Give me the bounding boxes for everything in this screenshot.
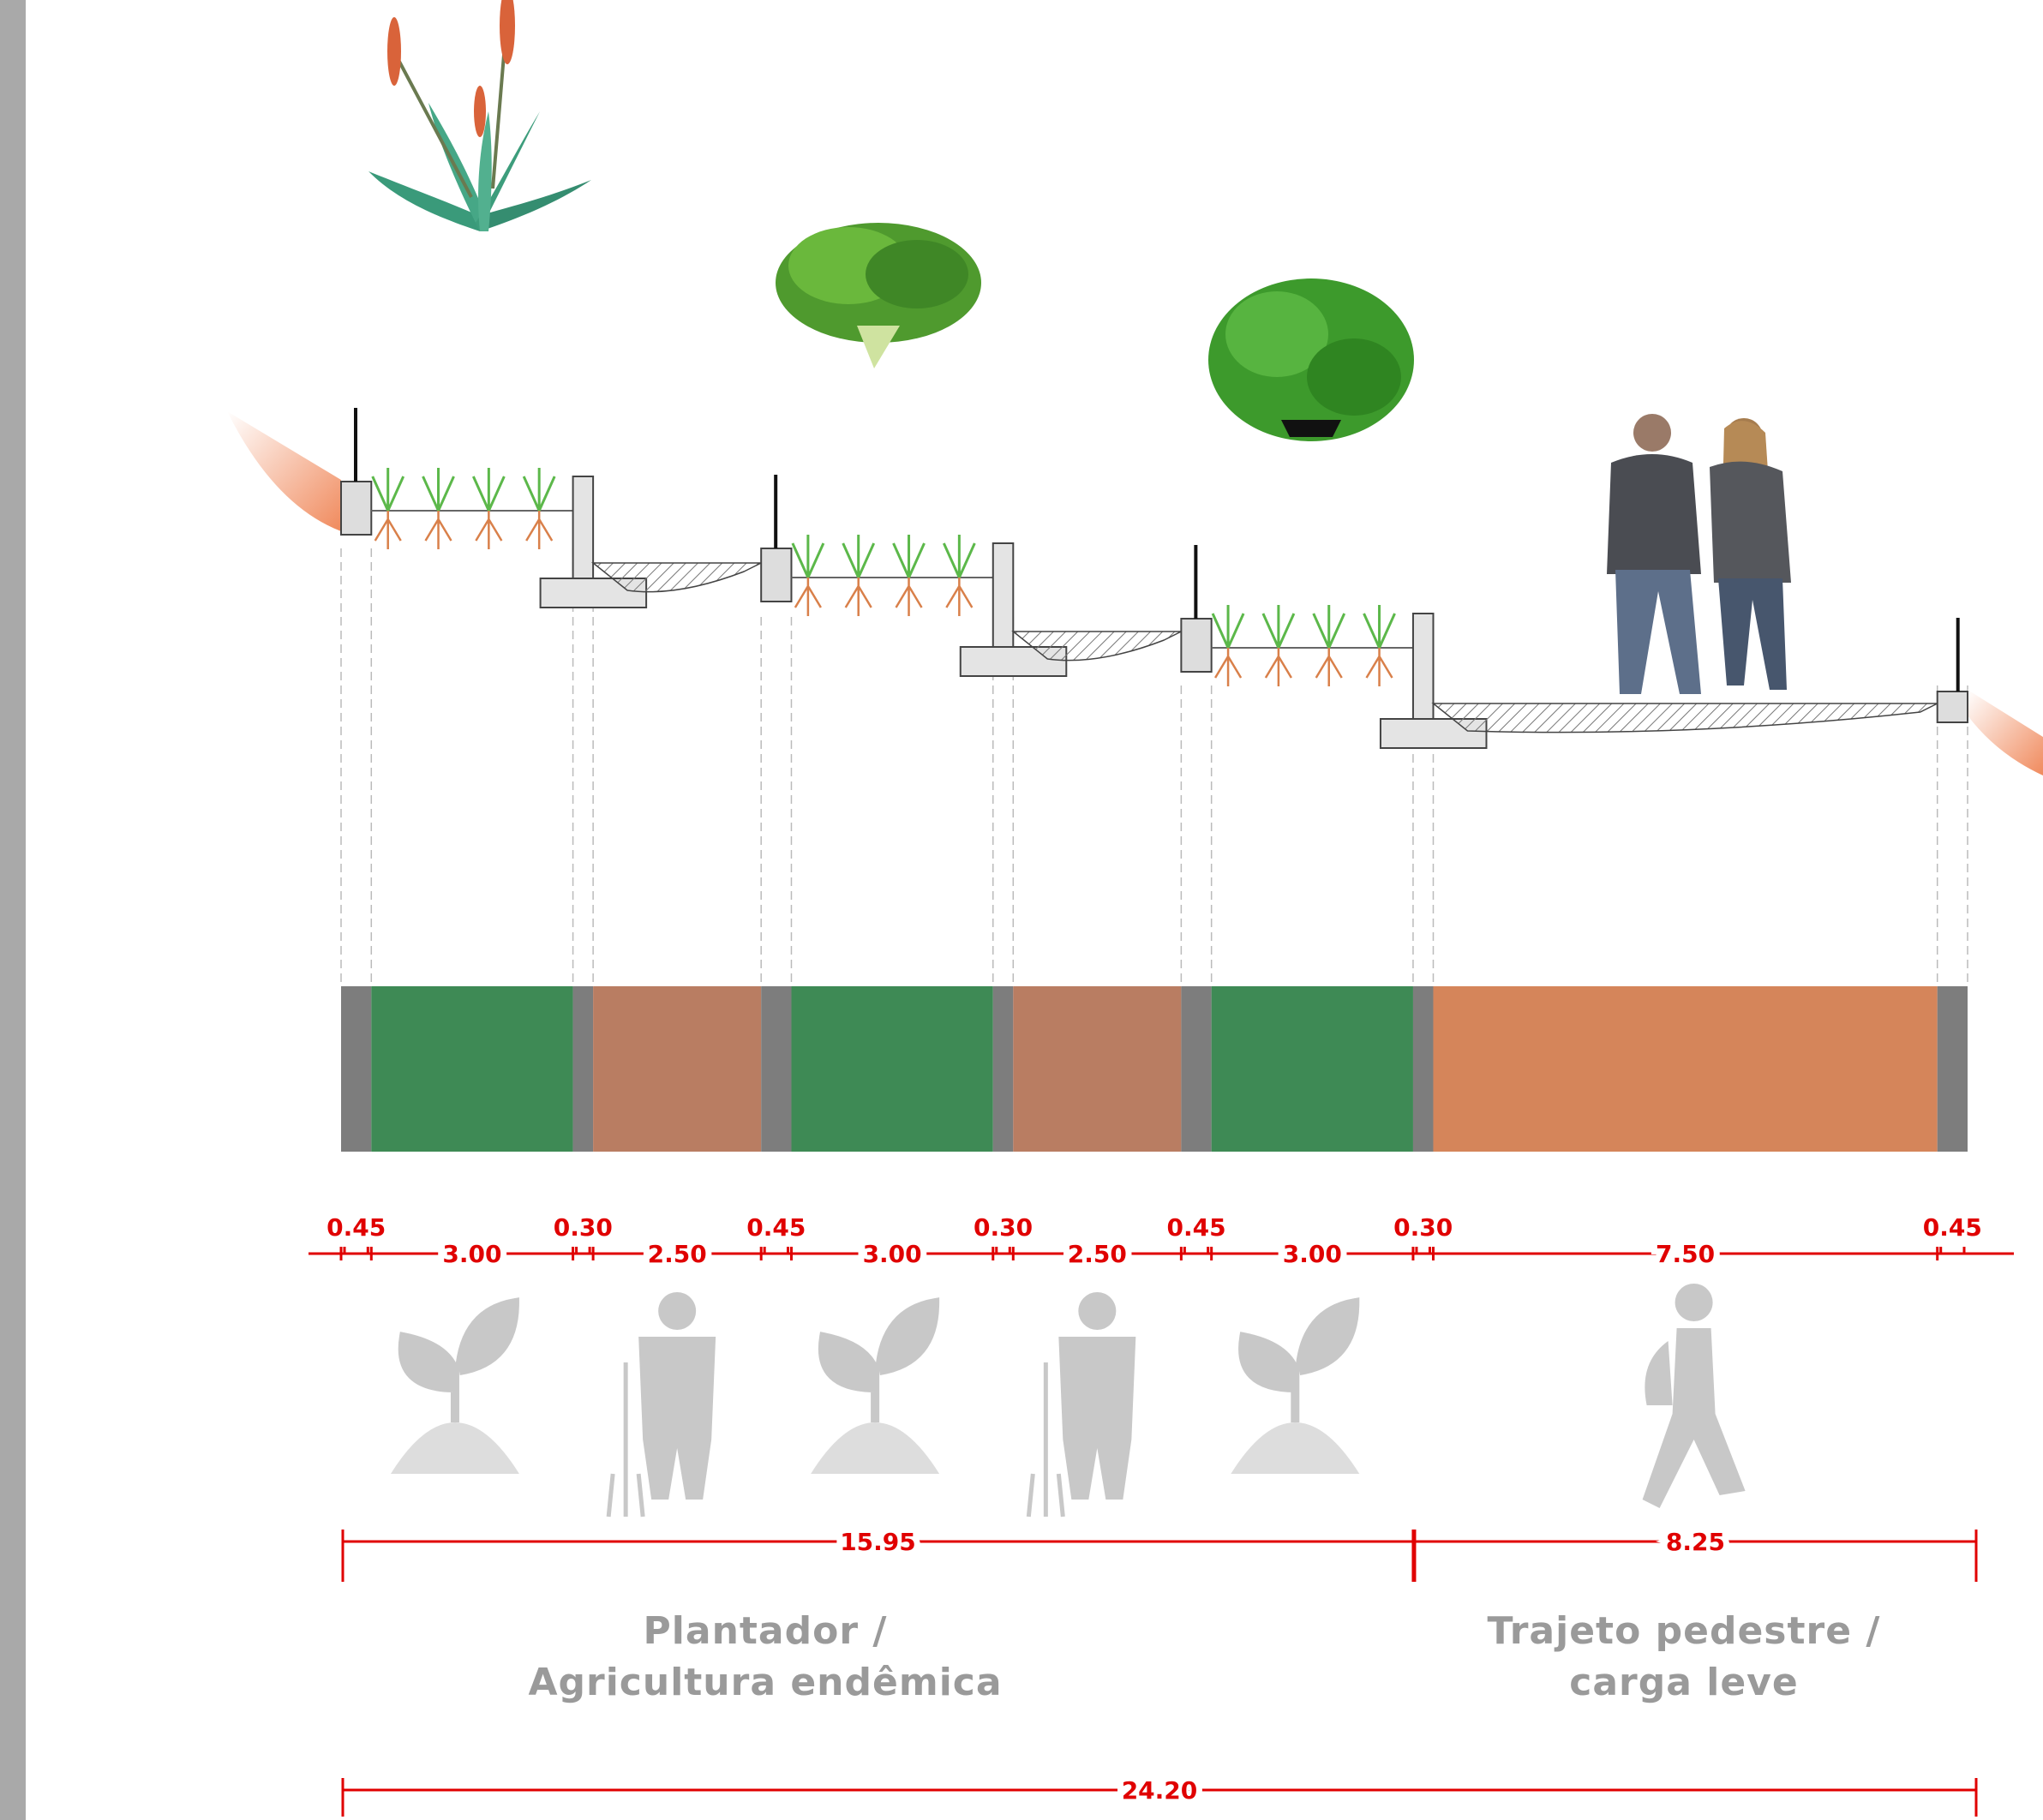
plan-strip (1013, 986, 1181, 1152)
plan-strip (1212, 986, 1413, 1152)
dimension-label: 0.45 (1923, 1213, 1982, 1242)
retaining-wall (993, 543, 1014, 647)
edge-wall (1181, 619, 1211, 672)
crop-roots (1367, 648, 1393, 686)
dimension-label: 2.50 (1068, 1240, 1127, 1268)
crop-sprout (843, 535, 874, 578)
plan-strip (1938, 986, 1968, 1152)
sprout-icon (1231, 1422, 1359, 1474)
crop-roots (795, 578, 821, 616)
people-walking (1607, 414, 1791, 694)
plan-strip (791, 986, 992, 1152)
crop-roots (426, 511, 452, 549)
side-bar (0, 0, 26, 1820)
crop-roots (1215, 648, 1241, 686)
farmer-icon (658, 1292, 696, 1330)
plan-strip (993, 986, 1014, 1152)
slope-right (1968, 690, 2043, 775)
dimension-label: 3.00 (863, 1240, 922, 1268)
crop-sprout (894, 535, 925, 578)
dimension-label: 0.45 (746, 1213, 806, 1242)
plan-strip (341, 986, 371, 1152)
sprout-icon (1243, 1302, 1355, 1422)
dimension-bracket (1941, 1247, 1964, 1254)
dimension-label: 0.45 (327, 1213, 386, 1242)
crop-sprout (524, 468, 554, 511)
dimension-bracket (344, 1247, 368, 1254)
dimension-label: 0.30 (974, 1213, 1033, 1242)
sprout-icon (403, 1302, 515, 1422)
crop-roots (526, 511, 552, 549)
group-caption: Agricultura endêmica (528, 1661, 1002, 1704)
crop-sprout (1213, 605, 1243, 648)
crop-sprout (473, 468, 504, 511)
crop-sprout (373, 468, 404, 511)
dimension-bracket (577, 1247, 590, 1254)
overall-label: 24.20 (1122, 1776, 1198, 1805)
dimension-bracket (997, 1247, 1010, 1254)
aloe-plant (368, 0, 591, 231)
plan-strip (573, 986, 594, 1152)
crop-roots (846, 578, 872, 616)
dimension-label: 0.45 (1166, 1213, 1225, 1242)
plan-strip (371, 986, 572, 1152)
total-label: 15.95 (840, 1528, 916, 1556)
lettuce-plant (776, 223, 981, 368)
page: 0.45 3.00 0.30 2.50 0.45 3.00 0.30 2.50 0.45 3.00… (0, 0, 2043, 1820)
path-ground (1433, 703, 1937, 733)
crop-sprout (1314, 605, 1345, 648)
sprout-icon (823, 1302, 935, 1422)
plan-strip (1181, 986, 1211, 1152)
retaining-wall (1413, 614, 1434, 719)
pedestrian-icon (1675, 1284, 1713, 1321)
retaining-wall (573, 476, 594, 578)
section-diagram: 0.45 3.00 0.30 2.50 0.45 3.00 0.30 2.50 0.45 3.00… (0, 0, 2043, 1820)
crop-roots (476, 511, 501, 549)
dimension-label: 7.50 (1656, 1240, 1715, 1268)
dimension-bracket (1417, 1247, 1430, 1254)
group-caption: Trajeto pedestre / (1488, 1609, 1881, 1653)
dimension-label: 3.00 (1283, 1240, 1342, 1268)
farmer-icon (1028, 1362, 1063, 1517)
farmer-icon (1058, 1337, 1135, 1500)
total-label: 8.25 (1666, 1528, 1725, 1556)
crop-sprout (793, 535, 824, 578)
edge-wall (341, 482, 371, 535)
dimension-label: 2.50 (648, 1240, 707, 1268)
crop-roots (896, 578, 922, 616)
crop-roots (1266, 648, 1291, 686)
edge-wall (1938, 691, 1968, 722)
sprout-icon (811, 1422, 939, 1474)
dimension-label: 3.00 (442, 1240, 501, 1268)
crop-sprout (423, 468, 454, 511)
pedestrian-icon (1643, 1328, 1746, 1508)
parsley-plant (1208, 278, 1414, 441)
crop-sprout (944, 535, 974, 578)
farmer-icon (1078, 1292, 1116, 1330)
dimension-label: 0.30 (1393, 1213, 1453, 1242)
sprout-icon (391, 1422, 519, 1474)
dimension-label: 0.30 (554, 1213, 613, 1242)
crop-roots (375, 511, 401, 549)
group-caption: carga leve (1569, 1661, 1798, 1704)
plan-strip (593, 986, 761, 1152)
crop-sprout (1364, 605, 1395, 648)
crop-roots (1316, 648, 1342, 686)
group-caption: Plantador / (644, 1609, 888, 1653)
plan-strip (761, 986, 791, 1152)
farmer-icon (638, 1337, 716, 1500)
edge-wall (761, 548, 791, 602)
crop-sprout (1263, 605, 1294, 648)
slope-left (227, 411, 341, 531)
plan-strip (1413, 986, 1434, 1152)
crop-roots (946, 578, 972, 616)
farmer-icon (608, 1362, 643, 1517)
dimension-bracket (1184, 1247, 1207, 1254)
dimension-bracket (764, 1247, 788, 1254)
plan-strip (1433, 986, 1937, 1152)
